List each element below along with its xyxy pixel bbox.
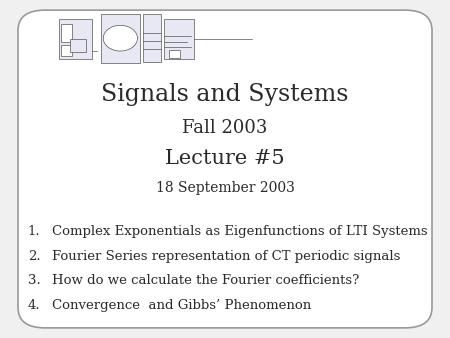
Text: Complex Exponentials as Eigenfunctions of LTI Systems: Complex Exponentials as Eigenfunctions o…: [52, 225, 428, 238]
Text: 1.: 1.: [28, 225, 40, 238]
Text: Convergence  and Gibbs’ Phenomenon: Convergence and Gibbs’ Phenomenon: [52, 299, 311, 312]
Bar: [61, 24, 72, 42]
Circle shape: [103, 25, 138, 51]
Text: Fourier Series representation of CT periodic signals: Fourier Series representation of CT peri…: [52, 250, 400, 263]
Text: Signals and Systems: Signals and Systems: [101, 83, 349, 106]
Text: 4.: 4.: [28, 299, 40, 312]
Bar: [61, 45, 72, 56]
Text: Lecture #5: Lecture #5: [165, 149, 285, 168]
Bar: [164, 19, 194, 59]
Bar: [169, 50, 180, 58]
Text: How do we calculate the Fourier coefficients?: How do we calculate the Fourier coeffici…: [52, 274, 359, 287]
Text: Fall 2003: Fall 2003: [182, 119, 268, 138]
Bar: [58, 19, 92, 59]
FancyBboxPatch shape: [18, 10, 432, 328]
Bar: [70, 39, 86, 52]
Text: 18 September 2003: 18 September 2003: [156, 180, 294, 195]
Bar: [143, 14, 161, 62]
Bar: [101, 14, 140, 63]
Text: 2.: 2.: [28, 250, 40, 263]
Text: 3.: 3.: [28, 274, 40, 287]
